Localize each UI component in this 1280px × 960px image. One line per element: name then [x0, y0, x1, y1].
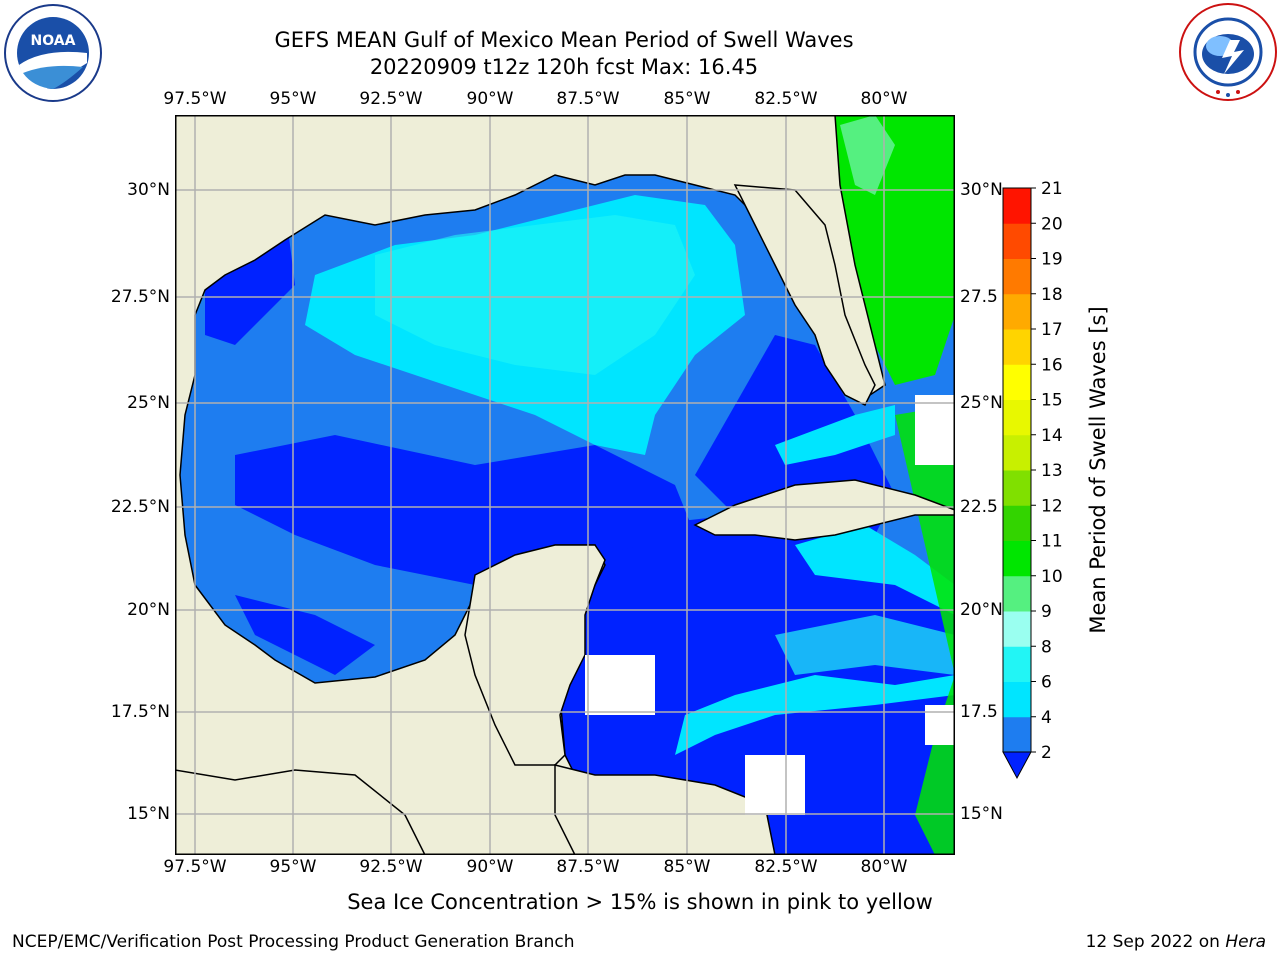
lon-label-top: 87.5°W [556, 89, 620, 109]
colorbar-tick-label: 14 [1041, 426, 1063, 446]
footer-credit: NCEP/EMC/Verification Post Processing Pr… [12, 932, 575, 952]
lon-label-bottom: 87.5°W [556, 857, 620, 877]
lon-label-bottom: 90°W [466, 857, 514, 877]
colorbar-tick-label: 4 [1041, 708, 1052, 728]
lon-label-bottom: 92.5°W [359, 857, 423, 877]
colorbar-segment [1003, 434, 1031, 471]
lat-label-left: 17.5°N [110, 702, 170, 722]
sea-ice-note-text: Sea Ice Concentration > 15% is shown in … [347, 890, 933, 914]
lat-label-right: 27.5 [960, 287, 998, 307]
colorbar-segment [1003, 223, 1031, 259]
colorbar-segment [1003, 505, 1031, 541]
colorbar-segment [1003, 329, 1031, 365]
atlantic-lightgreen-region [840, 115, 895, 195]
colorbar-segment [1003, 611, 1031, 647]
campeche-swell-region [235, 595, 375, 675]
colorbar-segment [1003, 364, 1031, 400]
colorbar-tick-label: 10 [1041, 567, 1063, 587]
lon-label-top: 85°W [663, 89, 711, 109]
colorbar-tick-label: 21 [1041, 180, 1063, 199]
sea-ice-note: Sea Ice Concentration > 15% is shown in … [0, 890, 1280, 914]
caribbean-cyan-band [675, 525, 955, 755]
lat-label-right: 22.5 [960, 497, 998, 517]
colorbar-segment [1003, 399, 1031, 436]
nodata-patch [925, 705, 955, 745]
chart-subtitle: 20220909 t12z 120h fcst Max: 16.45 [369, 55, 759, 79]
nodata-patch [915, 395, 955, 465]
colorbar-tick-label: 8 [1041, 637, 1052, 657]
colorbar-tick-label: 13 [1041, 461, 1063, 481]
florida-straits-cyan [775, 405, 895, 465]
lat-label-left: 20°N [127, 600, 170, 620]
colorbar-tick-label: 2 [1041, 743, 1052, 763]
lat-label-left: 30°N [127, 180, 170, 200]
lat-label-left: 27.5°N [110, 287, 170, 307]
colorbar-segment [1003, 540, 1031, 577]
central-gulf-light-region [375, 215, 695, 375]
colorbar-tick-label: 12 [1041, 496, 1063, 516]
nodata-patch [585, 655, 655, 715]
colorbar-label: Mean Period of Swell Waves [s] [1086, 306, 1110, 634]
colorbar-tick-label: 18 [1041, 285, 1063, 305]
colorbar-tick-label: 11 [1041, 532, 1063, 552]
land-cuba [693, 479, 955, 541]
footer-host: Hera [1225, 932, 1266, 952]
footer-date: 12 Sep 2022 on Hera [1086, 932, 1266, 952]
colorbar-segment [1003, 258, 1031, 295]
colorbar-segment [1003, 646, 1031, 682]
colorbar-tick-label: 9 [1041, 602, 1052, 622]
colorbar-tick-label: 16 [1041, 355, 1063, 375]
lon-label-top: 90°W [466, 89, 514, 109]
colorbar-tick-label: 20 [1041, 214, 1063, 234]
lon-label-bottom: 80°W [860, 857, 908, 877]
colorbar-tick-label: 19 [1041, 250, 1063, 270]
lat-label-right: 25°N [960, 393, 1003, 413]
colorbar-extend-arrow [1002, 751, 1032, 780]
noaa-logo: NOAA [3, 3, 103, 103]
colorbar-tick-label: 15 [1041, 391, 1063, 411]
caribbean-swell-region [555, 515, 955, 855]
colorbar-segment [1003, 681, 1031, 718]
lat-label-left: 15°N [127, 804, 170, 824]
lat-label-right: 20°N [960, 600, 1003, 620]
colorbar-segment [1003, 293, 1031, 330]
lon-label-bottom: 85°W [663, 857, 711, 877]
lon-label-top: 95°W [269, 89, 317, 109]
graticule [175, 115, 955, 855]
colorbar-tick-label: 6 [1041, 673, 1052, 693]
noaa-logo-text: NOAA [31, 33, 76, 49]
lon-label-top: 82.5°W [754, 89, 818, 109]
lat-label-left: 22.5°N [110, 497, 170, 517]
colorbar-segment [1003, 188, 1031, 224]
map-frame [175, 115, 955, 855]
lat-label-right: 17.5 [960, 702, 998, 722]
chart-title: GEFS MEAN Gulf of Mexico Mean Period of … [274, 28, 854, 52]
lon-label-top: 92.5°W [359, 89, 423, 109]
land-yucatan [464, 544, 606, 766]
lon-label-top: 97.5°W [163, 89, 227, 109]
lat-label-right: 30°N [960, 180, 1003, 200]
lat-label-right: 15°N [960, 804, 1003, 824]
land-florida [733, 184, 876, 407]
colorbar-segment [1003, 470, 1031, 506]
map-panel [175, 115, 955, 855]
colorbar-segment [1003, 716, 1031, 753]
colorbar: 2 4 6 8 9 10 11 12 13 14 15 16 17 18 19 20 21 [1002, 180, 1063, 780]
lon-label-bottom: 82.5°W [754, 857, 818, 877]
colorbar-tick-label: 17 [1041, 320, 1063, 340]
south-caribbean-cyan [775, 615, 955, 675]
lat-label-left: 25°N [127, 393, 170, 413]
lon-label-bottom: 97.5°W [163, 857, 227, 877]
nodata-patch [745, 755, 805, 815]
nws-logo [1178, 2, 1278, 102]
footer-date-text: 12 Sep 2022 on [1085, 932, 1226, 952]
lon-label-bottom: 95°W [269, 857, 317, 877]
lon-label-top: 80°W [860, 89, 908, 109]
colorbar-segment [1003, 575, 1031, 612]
